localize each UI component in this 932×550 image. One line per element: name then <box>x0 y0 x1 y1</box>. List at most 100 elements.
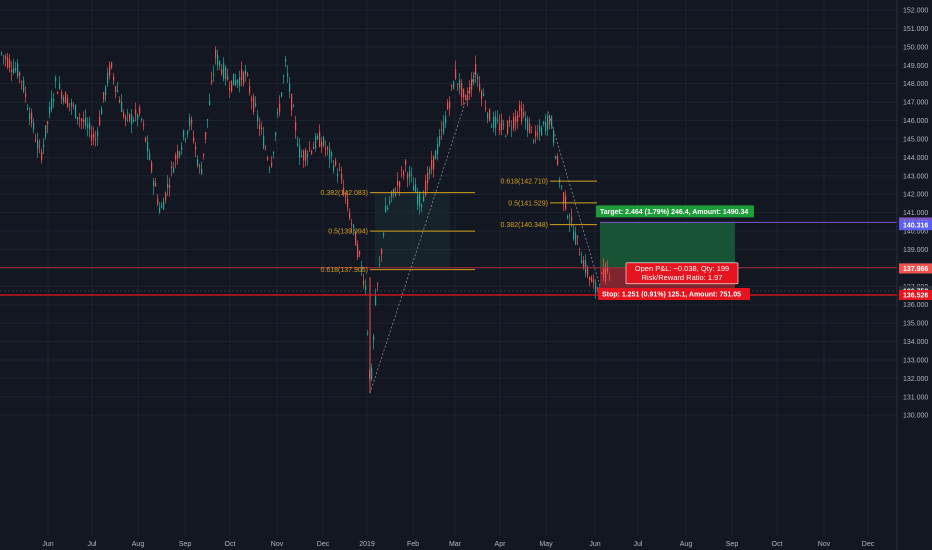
fib-retracement[interactable]: 0.382(142.083) 0.5(139.994) 0.618(137.905)… <box>321 179 597 275</box>
candle-body-up <box>595 282 597 293</box>
price-tags: 140.468140.316138.004137.966136.753136.5… <box>899 217 932 301</box>
candle-body-down <box>95 138 97 140</box>
price-axis[interactable]: 130.000 131.000 132.000 133.000 134.000 135.0… <box>896 0 928 550</box>
candle-body-down <box>303 150 305 161</box>
candle-body-down <box>309 148 311 149</box>
candle-body-up <box>417 194 419 205</box>
candle-body-down <box>469 87 471 94</box>
candle-body-down <box>113 76 115 81</box>
time-axis[interactable]: Jun Jul Aug Sep Oct Nov Dec 2019 Feb Mar Apr May Jun… <box>42 541 874 548</box>
candle-body-down <box>193 137 195 142</box>
candle-body-up <box>281 92 283 97</box>
candle-body-up <box>445 116 447 124</box>
candle-body-down <box>195 146 197 150</box>
candle-body-up <box>437 144 439 155</box>
candle-body-up <box>283 76 285 78</box>
candle-body-up <box>419 193 421 207</box>
candle-body-down <box>535 130 537 137</box>
candle-body-down <box>199 165 201 168</box>
candle-body-up <box>97 131 99 137</box>
candle-body-up <box>207 119 209 121</box>
stop-tag-bg <box>598 288 750 301</box>
candle-body-up <box>75 104 77 119</box>
fib-level-label: 0.618(142.710) <box>501 179 548 186</box>
y-tick-label: 141.000 <box>903 210 928 217</box>
candle-body-down <box>139 107 141 114</box>
candle-body-down <box>351 223 353 225</box>
candle-body-up <box>55 77 57 82</box>
candle-body-up <box>477 76 479 80</box>
candle-body-down <box>501 119 503 131</box>
candle-body-down <box>221 69 223 74</box>
candle-body-up <box>43 144 45 148</box>
candle-body-up <box>375 296 377 306</box>
candle-body-down <box>11 69 13 72</box>
y-tick-label: 134.000 <box>903 339 928 346</box>
x-tick-label: Feb <box>407 541 419 548</box>
candle-body-down <box>291 94 293 111</box>
candle-body-down <box>605 265 607 282</box>
candle-body-up <box>493 116 495 128</box>
candle-body-down <box>531 126 533 128</box>
x-tick-label: May <box>539 541 553 548</box>
fib-trend-line <box>547 111 601 287</box>
candle-body-up <box>337 173 339 177</box>
candle-body-up <box>163 201 165 210</box>
candle-body-up <box>159 207 161 213</box>
candle-body-up <box>315 136 317 149</box>
candle-body-up <box>53 99 55 102</box>
candle-body-up <box>187 130 189 135</box>
candle-body-up <box>105 87 107 96</box>
candle-body-down <box>587 268 589 276</box>
y-tick-label: 136.000 <box>903 302 928 309</box>
candle-body-down <box>325 147 327 150</box>
candle-body-up <box>225 67 227 79</box>
candle-body-down <box>311 150 313 154</box>
y-tick-label: 143.000 <box>903 173 928 180</box>
candle-body-down <box>21 81 23 82</box>
candle-body-down <box>433 155 435 170</box>
candle-body-down <box>279 103 281 112</box>
x-tick-label: Jun <box>589 541 600 548</box>
candle-body-up <box>541 127 543 136</box>
x-tick-label: Dec <box>317 541 330 548</box>
position-labels[interactable]: Target: 2.464 (1.79%) 246.4, Amount: 149… <box>596 205 754 301</box>
candle-body-down <box>475 64 477 76</box>
candle-body-down <box>579 254 581 256</box>
candle-body-down <box>145 137 147 142</box>
x-tick-label: Oct <box>772 541 783 548</box>
candle-body-down <box>467 95 469 100</box>
candle-body-down <box>359 251 361 255</box>
candle-body-up <box>361 265 363 272</box>
y-tick-label: 148.000 <box>903 81 928 88</box>
candle-body-down <box>69 103 71 105</box>
candle-body-down <box>441 129 443 131</box>
candle-body-up <box>185 138 187 140</box>
candle-body-up <box>121 101 123 112</box>
candle-body-down <box>9 59 11 68</box>
candle-body-up <box>505 136 507 138</box>
candle-body-down <box>519 104 521 111</box>
candle-body-down <box>111 62 113 68</box>
candle-body-down <box>313 147 315 150</box>
candle-body-down <box>67 98 69 108</box>
candle-body-up <box>415 184 417 192</box>
x-tick-label: Jul <box>88 541 97 548</box>
candle-body-down <box>529 123 531 134</box>
candle-body-down <box>93 133 95 138</box>
candle-body-up <box>233 73 235 86</box>
candle-body-down <box>571 216 573 221</box>
candle-body-down <box>5 56 7 60</box>
price-tag-label: 136.526 <box>903 293 928 300</box>
x-tick-label: Mar <box>449 541 462 548</box>
candle-body-up <box>483 93 485 96</box>
pnl-text: Open P&L: −0.038, Qty: 199 <box>635 264 729 273</box>
candle-body-down <box>603 267 605 279</box>
candle-body-down <box>241 69 243 81</box>
candle-body-down <box>355 232 357 246</box>
fib-level-label: 0.382(142.083) <box>321 190 368 197</box>
candle-body-up <box>133 120 135 122</box>
candle-body-up <box>555 155 557 160</box>
candle-body-down <box>155 183 157 187</box>
